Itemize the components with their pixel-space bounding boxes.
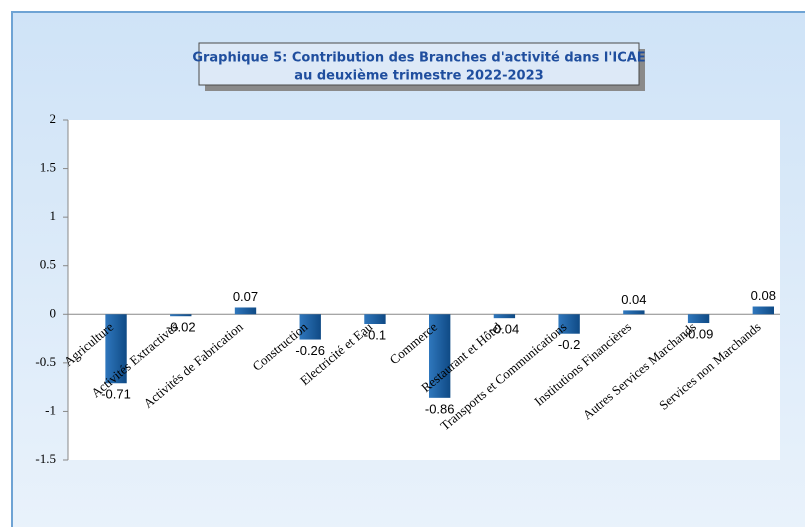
bar [105,314,127,384]
y-tick-label: -0.5 [35,354,56,369]
bar [170,314,192,317]
data-label: 0.08 [751,288,776,303]
bar [623,310,645,315]
bar [752,306,774,315]
data-label: -0.09 [684,326,714,341]
chart-subtitle: au deuxième trimestre 2022-2023 [294,69,543,84]
data-label: -0.02 [166,320,196,335]
bar [429,314,451,398]
bar [493,314,516,319]
bar [299,314,321,340]
y-tick-label: -1.5 [35,451,56,466]
data-label: -0.2 [558,337,580,352]
y-tick-label: -1 [45,402,56,417]
y-tick-label: 1 [50,208,57,223]
plot-area [68,120,780,460]
bar [558,314,580,334]
y-tick-label: 2 [50,111,57,126]
data-label: 0.07 [233,289,258,304]
data-label: -0.1 [364,327,386,342]
chart-title: Graphique 5: Contribution des Branches d… [192,51,645,66]
y-tick-label: 0 [50,305,57,320]
y-tick-label: 1.5 [40,160,56,175]
title-box [198,42,640,86]
bar [687,314,710,324]
data-label: -0.86 [425,401,455,416]
y-tick-label: 0.5 [40,257,56,272]
bar [234,307,257,315]
data-label: -0.04 [490,322,520,337]
data-label: 0.04 [621,292,646,307]
data-label: -0.26 [295,343,325,358]
data-label: -0.71 [101,387,131,402]
bar [364,314,386,324]
